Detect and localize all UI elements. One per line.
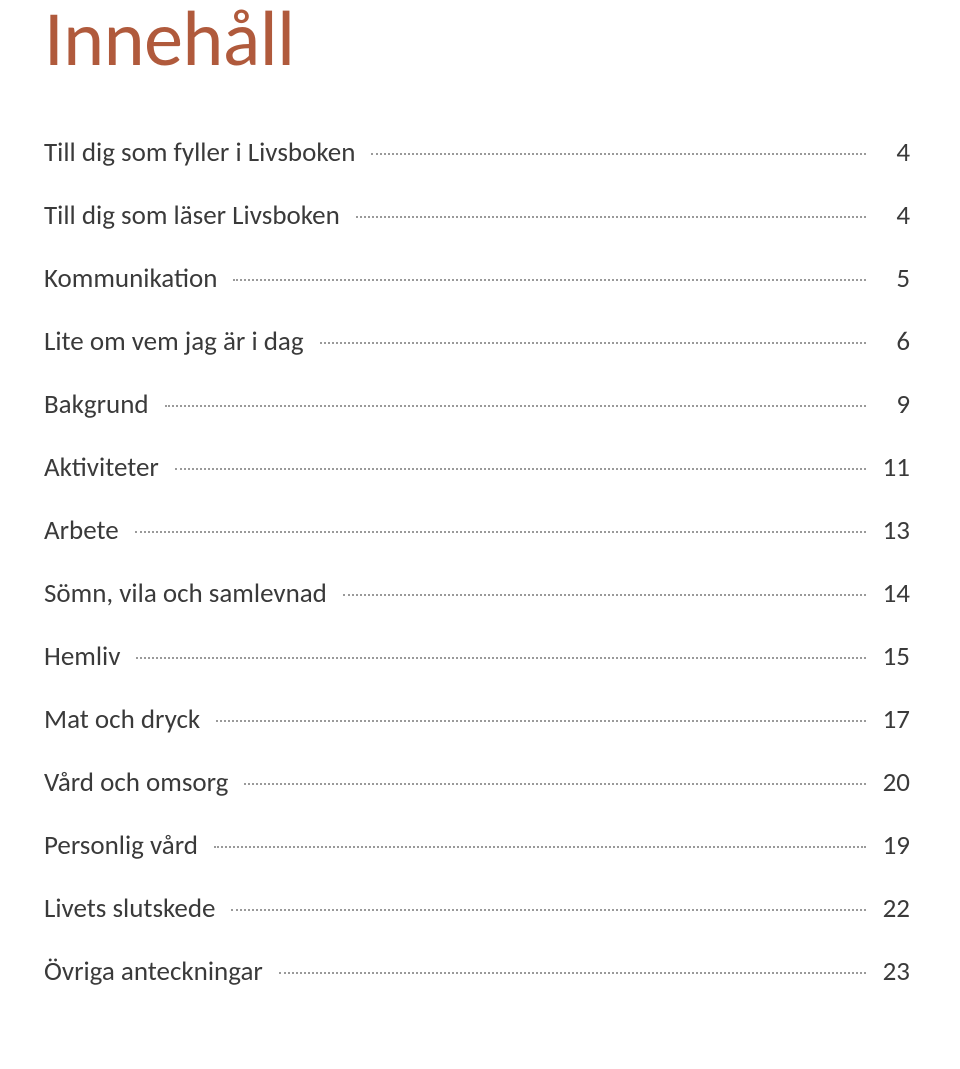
toc-entry-page: 6	[874, 325, 910, 358]
toc-entry: Hemliv 15	[44, 640, 910, 673]
toc-entry-label: Hemliv	[44, 640, 128, 673]
toc-leader	[214, 846, 866, 848]
toc-entry-label: Personlig vård	[44, 829, 206, 862]
toc-leader	[320, 342, 866, 344]
toc-entry: Bakgrund 9	[44, 388, 910, 421]
toc-entry-page: 5	[874, 262, 910, 295]
toc-leader	[175, 468, 866, 470]
toc-entry-page: 23	[874, 955, 910, 988]
toc-entry-page: 20	[874, 766, 910, 799]
toc-entry-label: Sömn, vila och samlevnad	[44, 577, 335, 610]
toc-leader	[165, 405, 866, 407]
toc-entry: Livets slutskede 22	[44, 892, 910, 925]
toc-leader	[135, 531, 866, 533]
toc-entry-page: 9	[874, 388, 910, 421]
toc-entry: Till dig som läser Livsboken 4	[44, 199, 910, 232]
toc-entry-page: 4	[874, 136, 910, 169]
toc-entry: Personlig vård 19	[44, 829, 910, 862]
toc-entry-page: 17	[874, 703, 910, 736]
toc-entry: Övriga anteckningar 23	[44, 955, 910, 988]
toc-entry-label: Mat och dryck	[44, 703, 208, 736]
toc-entry-label: Till dig som läser Livsboken	[44, 199, 348, 232]
toc-entry-page: 22	[874, 892, 910, 925]
toc-leader	[343, 594, 866, 596]
toc-entry-label: Till dig som fyller i Livsboken	[44, 136, 363, 169]
toc-leader	[371, 153, 866, 155]
toc-entry-label: Vård och omsorg	[44, 766, 236, 799]
page: Innehåll Till dig som fyller i Livsboken…	[0, 0, 960, 1069]
toc-entry: Kommunikation 5	[44, 262, 910, 295]
toc-leader	[279, 972, 866, 974]
toc-entry: Arbete 13	[44, 514, 910, 547]
toc-entry-label: Aktiviteter	[44, 451, 167, 484]
toc-entry-label: Lite om vem jag är i dag	[44, 325, 312, 358]
toc-entry-page: 4	[874, 199, 910, 232]
toc-entry: Vård och omsorg 20	[44, 766, 910, 799]
toc-leader	[233, 279, 866, 281]
table-of-contents: Till dig som fyller i Livsboken4Till dig…	[44, 136, 910, 988]
toc-entry-page: 13	[874, 514, 910, 547]
toc-entry: Lite om vem jag är i dag 6	[44, 325, 910, 358]
toc-leader	[136, 657, 866, 659]
toc-leader	[356, 216, 866, 218]
toc-leader	[216, 720, 866, 722]
toc-leader	[231, 909, 866, 911]
toc-entry-page: 14	[874, 577, 910, 610]
toc-entry-page: 19	[874, 829, 910, 862]
toc-entry-page: 11	[874, 451, 910, 484]
toc-entry: Mat och dryck 17	[44, 703, 910, 736]
toc-entry-label: Bakgrund	[44, 388, 157, 421]
toc-entry: Sömn, vila och samlevnad 14	[44, 577, 910, 610]
toc-entry-label: Livets slutskede	[44, 892, 223, 925]
toc-entry: Till dig som fyller i Livsboken 4	[44, 136, 910, 169]
toc-entry-label: Arbete	[44, 514, 127, 547]
toc-entry-page: 15	[874, 640, 910, 673]
page-title: Innehåll	[44, 0, 910, 78]
toc-entry: Aktiviteter 11	[44, 451, 910, 484]
toc-entry-label: Kommunikation	[44, 262, 225, 295]
toc-leader	[244, 783, 866, 785]
toc-entry-label: Övriga anteckningar	[44, 955, 271, 988]
